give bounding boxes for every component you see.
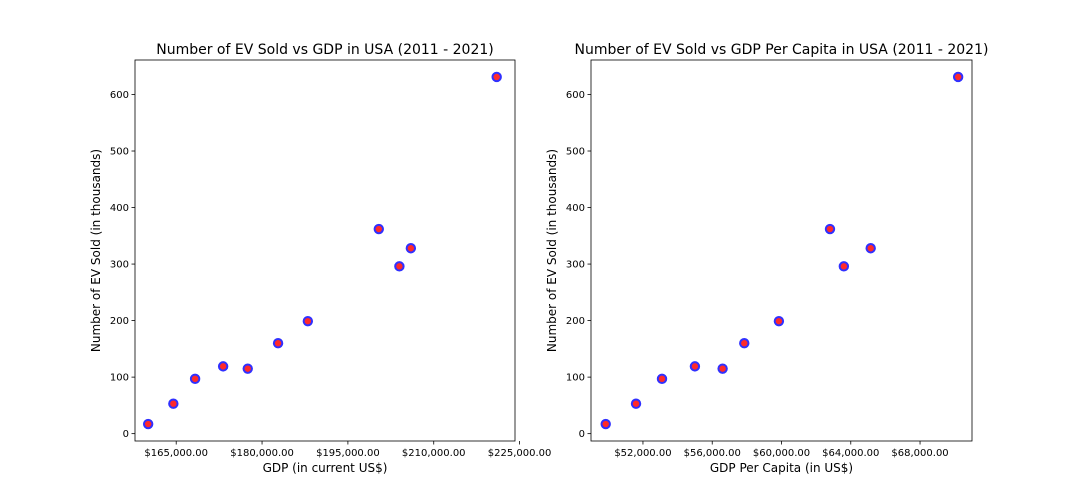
x-tick-label: $225,000.00 xyxy=(488,448,552,459)
y-tick-label: 500 xyxy=(110,147,129,158)
x-axis-label: GDP Per Capita (in US$) xyxy=(710,461,853,475)
data-point xyxy=(142,418,154,430)
y-tick-label: 0 xyxy=(123,429,129,440)
plot-frame xyxy=(590,59,973,442)
data-point xyxy=(491,71,502,83)
data-point xyxy=(865,243,876,254)
y-tick-label: 400 xyxy=(110,203,129,214)
data-point xyxy=(717,363,728,374)
data-point xyxy=(302,315,314,327)
data-point xyxy=(217,361,229,372)
x-tick-label: $180,000.00 xyxy=(230,448,294,459)
y-tick-label: 400 xyxy=(566,203,585,214)
y-tick-label: 100 xyxy=(110,373,129,384)
data-point xyxy=(824,223,836,235)
y-tick-label: 200 xyxy=(566,316,585,327)
chart-title: Number of EV Sold vs GDP Per Capita in U… xyxy=(575,42,989,58)
x-axis-label: GDP (in current US$) xyxy=(263,461,388,475)
data-point xyxy=(168,398,179,409)
data-point xyxy=(242,363,253,374)
data-point xyxy=(739,338,750,349)
data-point xyxy=(405,243,417,254)
x-tick-label: $68,000.00 xyxy=(891,448,948,459)
data-point xyxy=(600,418,611,430)
chart-1: Number of EV Sold vs GDP in USA (2011 - … xyxy=(89,42,551,475)
data-point xyxy=(838,261,850,272)
data-point xyxy=(656,373,668,385)
x-tick-label: $60,000.00 xyxy=(753,448,810,459)
x-tick-label: $52,000.00 xyxy=(614,448,671,459)
y-tick-label: 600 xyxy=(110,90,129,101)
x-tick-label: $210,000.00 xyxy=(402,448,466,459)
data-point xyxy=(952,71,964,83)
x-tick-label: $195,000.00 xyxy=(316,448,380,459)
data-point xyxy=(689,361,701,372)
data-point xyxy=(394,261,405,272)
data-point xyxy=(373,223,384,235)
data-point xyxy=(189,373,201,385)
data-point xyxy=(630,398,642,409)
y-tick-label: 0 xyxy=(579,429,585,440)
data-point xyxy=(272,338,284,349)
x-tick-label: $56,000.00 xyxy=(684,448,741,459)
y-axis-label: Number of EV Sold (in thousands) xyxy=(89,149,103,352)
x-tick-label: $165,000.00 xyxy=(144,448,208,459)
y-axis-label: Number of EV Sold (in thousands) xyxy=(545,149,559,352)
chart-title: Number of EV Sold vs GDP in USA (2011 - … xyxy=(156,42,494,58)
y-tick-label: 500 xyxy=(566,147,585,158)
y-tick-label: 300 xyxy=(110,260,129,271)
data-point xyxy=(773,315,785,327)
chart-2: Number of EV Sold vs GDP Per Capita in U… xyxy=(545,42,988,475)
y-tick-label: 200 xyxy=(110,316,129,327)
plot-frame xyxy=(134,59,516,442)
x-tick-label: $64,000.00 xyxy=(822,448,879,459)
y-tick-label: 300 xyxy=(566,260,585,271)
y-tick-label: 600 xyxy=(566,90,585,101)
y-tick-label: 100 xyxy=(566,373,585,384)
